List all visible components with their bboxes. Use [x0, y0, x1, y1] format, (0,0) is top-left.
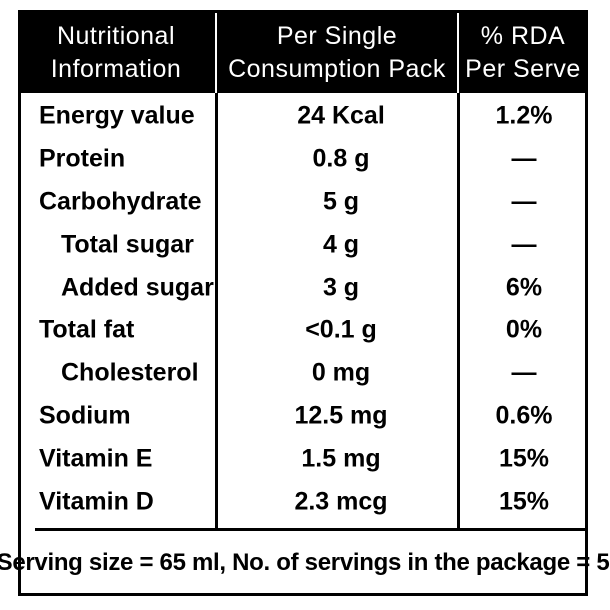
column-divider — [215, 93, 218, 530]
nutrient-amount: 0.8 g — [312, 144, 370, 173]
header-rda-per-serve: % RDA Per Serve — [461, 13, 585, 93]
nutrient-name: Cholesterol — [61, 358, 199, 387]
table-row: Energy value 24 Kcal 1.2% — [21, 95, 585, 138]
nutrient-rows: Energy value 24 Kcal 1.2% Protein 0.8 g — Ca… — [21, 95, 585, 523]
nutrient-name: Vitamin D — [39, 487, 154, 516]
header-line: Information — [50, 55, 182, 83]
nutrient-rda: — — [511, 358, 537, 387]
header-line: Nutritional — [56, 22, 176, 50]
nutrient-rda: — — [511, 187, 537, 216]
nutrient-name: Sodium — [39, 401, 131, 430]
nutrition-facts-panel: Nutritional Information Per Single Consu… — [0, 10, 610, 596]
nutrient-rda: 6% — [505, 273, 543, 302]
nutrient-name: Total sugar — [61, 230, 194, 259]
nutrient-rda: 15% — [498, 487, 550, 516]
nutrient-amount: 4 g — [322, 230, 360, 259]
table-row: Vitamin E 1.5 mg 15% — [21, 437, 585, 480]
nutrient-amount: 3 g — [322, 273, 360, 302]
nutrient-name: Carbohydrate — [39, 187, 202, 216]
header-line: % RDA — [480, 22, 566, 50]
table-row: Protein 0.8 g — — [21, 138, 585, 181]
header-divider — [215, 13, 217, 93]
serving-size-note: Serving size = 65 ml, No. of servings in… — [0, 549, 610, 576]
nutrient-rda: 15% — [498, 444, 550, 473]
header-line: Per Serve — [465, 55, 581, 83]
table-header: Nutritional Information Per Single Consu… — [21, 13, 585, 93]
nutrient-rda: 1.2% — [495, 101, 553, 130]
nutrient-amount: 1.5 mg — [301, 444, 381, 473]
column-divider — [457, 93, 460, 530]
nutrient-rda: — — [511, 144, 537, 173]
table-row: Total sugar 4 g — — [21, 223, 585, 266]
table-row: Total fat <0.1 g 0% — [21, 309, 585, 352]
footer-divider — [35, 528, 585, 531]
nutrient-rda: 0.6% — [495, 401, 553, 430]
nutrient-name: Vitamin E — [39, 444, 153, 473]
table-row: Vitamin D 2.3 mcg 15% — [21, 480, 585, 523]
header-nutritional-information: Nutritional Information — [21, 13, 211, 93]
nutrient-amount: 12.5 mg — [294, 401, 388, 430]
nutrient-rda: 0% — [505, 315, 543, 344]
nutrient-name: Energy value — [39, 101, 195, 130]
header-per-single-pack: Per Single Consumption Pack — [220, 13, 454, 93]
nutrient-amount: 24 Kcal — [297, 101, 385, 130]
nutrient-amount: 0 mg — [311, 358, 371, 387]
nutrient-amount: 5 g — [322, 187, 360, 216]
table-row: Sodium 12.5 mg 0.6% — [21, 395, 585, 438]
header-line: Per Single — [276, 22, 398, 50]
nutrient-name: Added sugar — [61, 273, 214, 302]
nutrient-name: Protein — [39, 144, 126, 173]
nutrient-amount: <0.1 g — [305, 315, 377, 344]
table-row: Cholesterol 0 mg — — [21, 352, 585, 395]
nutrient-amount: 2.3 mcg — [294, 487, 388, 516]
nutrient-rda: — — [511, 230, 537, 259]
nutrient-name: Total fat — [39, 315, 135, 344]
header-line: Consumption Pack — [228, 55, 446, 83]
header-divider — [457, 13, 459, 93]
table-row: Carbohydrate 5 g — — [21, 181, 585, 224]
table-row: Added sugar 3 g 6% — [21, 266, 585, 309]
